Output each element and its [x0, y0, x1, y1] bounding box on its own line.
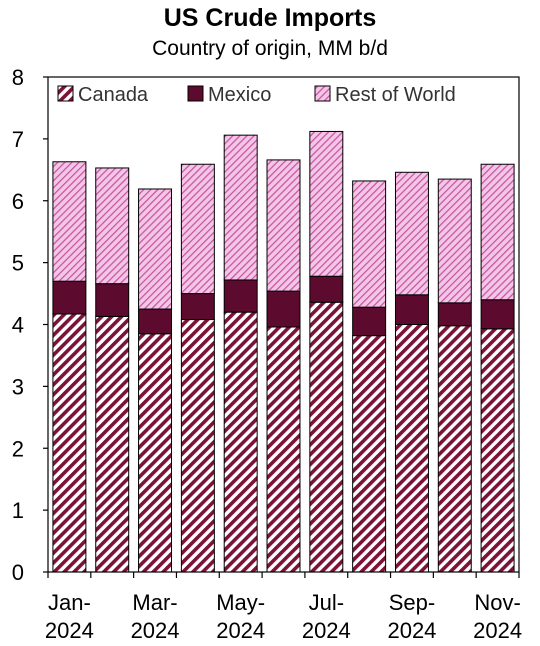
legend-swatch-rest-of-world [314, 85, 331, 102]
bars-layer [52, 130, 515, 573]
x-tick-label-month: Jan- [48, 590, 91, 615]
bar-canada-oct-2024 [437, 325, 472, 573]
x-tick-label-year: 2024 [473, 618, 522, 643]
chart-subtitle: Country of origin, MM b/d [152, 37, 388, 60]
bar-mexico-jun-2024 [266, 290, 301, 328]
y-tick-label-8: 8 [12, 65, 24, 90]
bar-mexico-feb-2024 [95, 283, 130, 317]
y-tick-label-4: 4 [12, 313, 24, 338]
x-tick-label-year: 2024 [45, 618, 94, 643]
bar-rest-of-world-jun-2024 [266, 159, 301, 292]
bar-mexico-sep-2024 [394, 294, 429, 325]
bar-rest-of-world-may-2024 [223, 134, 258, 281]
bar-canada-nov-2024 [480, 328, 515, 573]
bar-canada-aug-2024 [352, 335, 387, 573]
legend-label-rest-of-world: Rest of World [335, 84, 456, 106]
bar-canada-may-2024 [223, 311, 258, 573]
bar-rest-of-world-oct-2024 [437, 178, 472, 304]
bar-rest-of-world-jul-2024 [309, 130, 344, 277]
bar-canada-feb-2024 [95, 315, 130, 573]
bar-canada-mar-2024 [138, 333, 173, 573]
bar-rest-of-world-jan-2024 [52, 161, 87, 282]
bar-mexico-apr-2024 [180, 293, 215, 321]
legend-swatch-canada [57, 85, 74, 102]
x-tick-label-month: Jul- [309, 590, 344, 615]
x-tick-label-year: 2024 [216, 618, 265, 643]
bar-mexico-mar-2024 [138, 308, 173, 335]
y-tick-label-2: 2 [12, 436, 24, 461]
y-tick-label-1: 1 [12, 498, 24, 523]
x-tick-label-year: 2024 [387, 618, 436, 643]
bar-canada-jul-2024 [309, 301, 344, 573]
y-tick-label-0: 0 [12, 560, 24, 585]
bar-mexico-aug-2024 [352, 306, 387, 337]
legend-label-mexico: Mexico [208, 84, 271, 106]
x-tick-label-month: Nov- [474, 590, 520, 615]
x-tick-label-month: Sep- [389, 590, 435, 615]
chart-title: US Crude Imports [163, 4, 377, 32]
legend-label-canada: Canada [78, 84, 149, 106]
y-tick-label-6: 6 [12, 189, 24, 214]
legend-swatch-mexico [187, 85, 204, 102]
bar-canada-jun-2024 [266, 326, 301, 573]
y-tick-label-3: 3 [12, 374, 24, 399]
bar-rest-of-world-nov-2024 [480, 163, 515, 301]
bar-mexico-jul-2024 [309, 275, 344, 303]
bar-mexico-jan-2024 [52, 280, 87, 315]
bar-rest-of-world-aug-2024 [352, 180, 387, 308]
bar-mexico-nov-2024 [480, 299, 515, 330]
axes-layer: 0 1 2 3 4 5 6 7 8 Jan- 2024 Mar- 2024 May- 2024 Jul- 202… [12, 65, 522, 643]
x-tick-label-year: 2024 [302, 618, 351, 643]
bar-rest-of-world-sep-2024 [394, 171, 429, 296]
x-tick-label-year: 2024 [131, 618, 180, 643]
x-tick-label-month: May- [216, 590, 265, 615]
y-tick-label-7: 7 [12, 127, 24, 152]
bar-canada-apr-2024 [180, 319, 215, 573]
bar-rest-of-world-mar-2024 [138, 188, 173, 310]
bar-rest-of-world-feb-2024 [95, 167, 130, 285]
legend: Canada Mexico Rest of World [57, 84, 456, 106]
y-tick-label-5: 5 [12, 251, 24, 276]
bar-canada-sep-2024 [394, 324, 429, 573]
bar-rest-of-world-apr-2024 [180, 163, 215, 295]
bar-mexico-may-2024 [223, 279, 258, 313]
bar-mexico-oct-2024 [437, 302, 472, 327]
x-tick-label-month: Mar- [132, 590, 177, 615]
bar-canada-jan-2024 [52, 313, 87, 573]
